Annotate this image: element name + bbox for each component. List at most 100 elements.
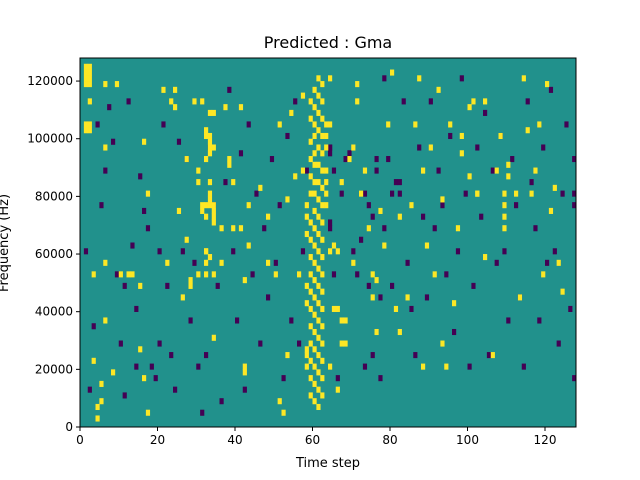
heatmap-cell-high <box>83 127 89 134</box>
heatmap-cell-high <box>324 132 329 140</box>
heatmap-cell-low <box>421 213 426 220</box>
heatmap-cell-high <box>204 156 209 163</box>
heatmap-cell-high <box>312 225 317 232</box>
heatmap-cell-high <box>359 190 364 197</box>
heatmap-cell-high <box>308 236 313 243</box>
heatmap-cell-high <box>242 369 247 376</box>
heatmap-cell-low <box>83 248 89 255</box>
heatmap-cell-high <box>304 213 309 220</box>
heatmap-cell-low <box>393 179 399 186</box>
heatmap-cell-high <box>219 58 224 59</box>
heatmap-cell-high <box>161 86 166 93</box>
heatmap-cell-high <box>320 184 325 191</box>
heatmap-cell-low <box>138 173 143 180</box>
heatmap-cell-high <box>320 132 325 140</box>
heatmap-cell-low <box>370 213 375 220</box>
heatmap-cell-high <box>331 242 337 249</box>
heatmap-cell-high <box>304 202 309 209</box>
heatmap-cell-high <box>320 236 325 243</box>
heatmap-cell-low <box>355 271 360 278</box>
heatmap-cell-low <box>397 190 402 197</box>
heatmap-cell-high <box>502 225 507 232</box>
heatmap-cell-high <box>351 144 356 151</box>
heatmap-cell-low <box>153 375 158 382</box>
heatmap-cell-high <box>211 334 216 341</box>
heatmap-cell-low <box>227 86 232 93</box>
heatmap-cell-low <box>378 294 383 301</box>
heatmap-cell-high <box>343 317 348 324</box>
heatmap-cell-low <box>149 363 154 370</box>
heatmap-cell-low <box>440 202 445 209</box>
heatmap-cell-high <box>83 69 89 76</box>
heatmap-cell-low <box>281 375 286 382</box>
heatmap-cell-high <box>211 109 216 116</box>
heatmap-cell-high <box>238 104 244 111</box>
heatmap-cell-high <box>87 98 92 105</box>
heatmap-cell-high <box>130 271 135 278</box>
heatmap-cell-high <box>312 380 317 387</box>
heatmap-cell-high <box>207 190 213 197</box>
heatmap-cell-high <box>145 190 151 197</box>
heatmap-cell-high <box>502 202 507 209</box>
heatmap-cell-low <box>452 328 457 336</box>
heatmap-cell-low <box>223 179 228 186</box>
heatmap-cell-high <box>308 98 313 105</box>
y-tick-label: 100000 <box>27 132 73 146</box>
heatmap-cell-low <box>459 75 464 82</box>
heatmap-cell-low <box>273 259 278 266</box>
heatmap-cell-high <box>211 144 216 151</box>
heatmap-cell-high <box>459 132 464 140</box>
heatmap-cell-low <box>161 121 166 128</box>
heatmap-cell-low <box>401 98 406 105</box>
heatmap-cell-high <box>312 328 317 336</box>
heatmap-cell-high <box>320 357 325 364</box>
heatmap-cell-high <box>312 398 317 405</box>
heatmap-cell-high <box>413 121 418 128</box>
heatmap-cell-high <box>393 305 399 312</box>
heatmap-cell-high <box>207 144 213 151</box>
heatmap-cell-high <box>304 352 309 359</box>
heatmap-cell-high <box>266 259 271 266</box>
heatmap-cell-high <box>138 346 143 353</box>
heatmap-cell-low <box>568 305 573 312</box>
heatmap-cell-low <box>235 317 240 324</box>
heatmap-cell-high <box>300 92 306 99</box>
heatmap-cell-high <box>196 167 201 174</box>
heatmap-cell-low <box>502 248 507 255</box>
heatmap-cell-high <box>316 92 321 99</box>
heatmap-cell-low <box>118 340 123 347</box>
heatmap-cell-high <box>285 196 290 203</box>
heatmap-cell-high <box>293 173 298 180</box>
heatmap-cell-high <box>455 225 461 232</box>
heatmap-cell-low <box>114 271 120 278</box>
heatmap-cell-high <box>362 167 368 174</box>
heatmap-cell-high <box>312 121 317 128</box>
heatmap-cell-high <box>444 363 449 370</box>
heatmap-cell-high <box>320 340 325 347</box>
heatmap-cell-high <box>324 167 329 174</box>
heatmap-cell-high <box>320 150 325 157</box>
heatmap-cell-high <box>545 81 550 88</box>
heatmap-cell-high <box>316 352 321 359</box>
heatmap-cell-low <box>145 225 151 232</box>
heatmap-cell-low <box>525 98 530 105</box>
heatmap-cell-high <box>173 86 178 93</box>
heatmap-cell-high <box>490 352 495 359</box>
heatmap-cell-high <box>207 202 213 209</box>
heatmap-cell-high <box>316 282 321 289</box>
heatmap-cell-low <box>521 363 526 370</box>
heatmap-cell-high <box>231 225 236 232</box>
heatmap-cell-high <box>91 271 96 278</box>
heatmap-cell-high <box>87 63 92 70</box>
heatmap-cell-high <box>308 254 313 261</box>
heatmap-cell-low <box>169 352 174 359</box>
heatmap-cell-high <box>211 271 216 278</box>
heatmap-cell-low <box>246 121 251 128</box>
heatmap-cell-low <box>134 305 139 312</box>
heatmap-cell-low <box>343 156 348 163</box>
heatmap-cell-high <box>316 230 321 238</box>
x-tick-label: 60 <box>305 433 320 447</box>
heatmap-cell-high <box>196 271 201 278</box>
heatmap-cell-high <box>87 81 92 88</box>
heatmap-cell-low <box>130 242 135 249</box>
